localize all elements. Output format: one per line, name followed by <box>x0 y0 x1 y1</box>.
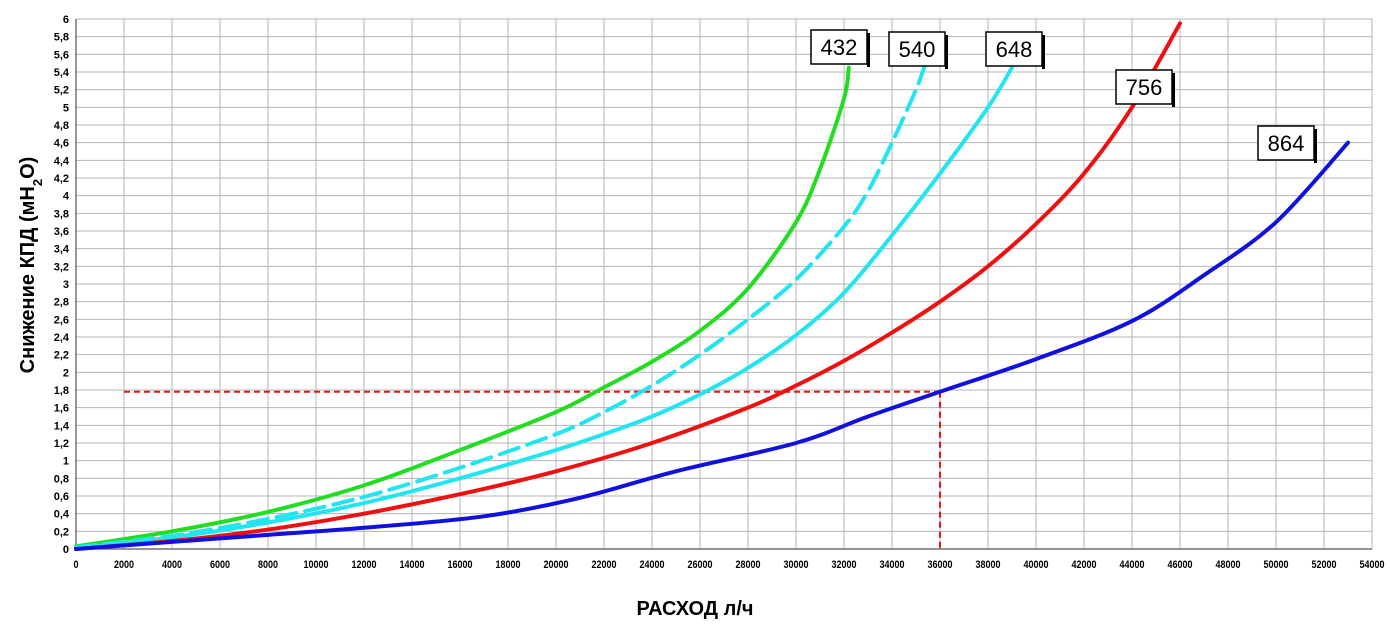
y-tick-label: 3,2 <box>54 261 69 273</box>
y-tick-label: 3 <box>63 279 69 291</box>
series-label-shadow <box>1172 73 1175 107</box>
y-tick-label: 5 <box>63 102 69 114</box>
series-label-text: 540 <box>899 37 936 62</box>
series-line-756 <box>74 21 1182 551</box>
x-tick-label: 22000 <box>591 559 616 571</box>
series-label-864: 864 <box>1257 125 1317 163</box>
series-label-text: 756 <box>1126 75 1163 100</box>
series-label-text: 648 <box>996 37 1033 62</box>
y-axis-title: Снижение КПД (мН2O) <box>17 157 45 374</box>
x-tick-label: 14000 <box>399 559 424 571</box>
x-tick-label: 28000 <box>735 559 760 571</box>
y-tick-label: 3,4 <box>54 244 70 256</box>
y-tick-label: 4,4 <box>54 155 70 167</box>
x-tick-label: 54000 <box>1359 559 1384 571</box>
y-tick-label: 4,8 <box>54 120 69 132</box>
x-tick-label: 38000 <box>975 559 1000 571</box>
x-tick-label: 2000 <box>114 559 134 571</box>
series-label-text: 864 <box>1268 131 1305 156</box>
axes <box>75 19 1372 550</box>
y-tick-label: 2,8 <box>54 297 69 309</box>
series-lines <box>74 21 1350 551</box>
y-tick-label: 0,2 <box>54 526 69 538</box>
x-axis-title: РАСХОД л/ч <box>636 598 753 620</box>
y-tick-label: 6 <box>63 14 69 26</box>
y-tick-label: 1,8 <box>54 385 69 397</box>
x-tick-label: 40000 <box>1023 559 1048 571</box>
x-tick-label: 26000 <box>687 559 712 571</box>
grid-lines <box>75 18 1373 550</box>
y-tick-labels: 0 0,2 0,4 0,6 0,8 1 1,2 1,4 1,6 1,8 2 2,2 2,4 2,6 2,8 3… <box>54 14 70 556</box>
y-tick-label: 1,2 <box>54 438 69 450</box>
y-tick-label: 1,4 <box>54 420 70 432</box>
x-tick-label: 20000 <box>543 559 568 571</box>
y-tick-label: 5,6 <box>54 49 69 61</box>
x-tick-label: 42000 <box>1071 559 1096 571</box>
y-tick-label: 5,2 <box>54 85 69 97</box>
y-tick-label: 0,6 <box>54 491 69 503</box>
series-line-864 <box>74 140 1350 551</box>
x-tick-label: 12000 <box>351 559 376 571</box>
series-label-box <box>1115 69 1173 105</box>
x-tick-label: 32000 <box>831 559 856 571</box>
x-tick-label: 34000 <box>879 559 904 571</box>
y-axis-title-end: O) <box>17 157 39 179</box>
x-tick-label: 36000 <box>927 559 952 571</box>
series-labels: 432 540 648 756 864 <box>810 29 1317 163</box>
x-tick-label: 10000 <box>303 559 328 571</box>
series-label-shadow <box>1314 129 1317 163</box>
y-tick-label: 0,8 <box>54 473 69 485</box>
x-tick-label: 24000 <box>639 559 664 571</box>
series-line-648 <box>74 65 1014 551</box>
series-line-540 <box>74 61 928 550</box>
x-tick-label: 52000 <box>1311 559 1336 571</box>
y-tick-label: 1,6 <box>54 403 69 415</box>
x-tick-label: 48000 <box>1215 559 1240 571</box>
series-label-text: 432 <box>821 35 858 60</box>
x-tick-label: 30000 <box>783 559 808 571</box>
series-label-shadow <box>867 33 870 67</box>
series-label-box <box>985 31 1043 67</box>
y-tick-label: 0,4 <box>54 509 70 521</box>
y-tick-label: 4,2 <box>54 173 69 185</box>
series-label-756: 756 <box>1115 69 1175 107</box>
y-tick-label: 2 <box>63 367 69 379</box>
x-tick-label: 46000 <box>1167 559 1192 571</box>
series-line-432 <box>74 65 851 549</box>
y-tick-label: 4,6 <box>54 138 69 150</box>
y-tick-label: 3,6 <box>54 226 69 238</box>
series-label-shadow <box>945 35 948 69</box>
y-tick-label: 2,6 <box>54 314 69 326</box>
x-tick-labels: 0 2000 4000 6000 8000 10000 12000 14000 16000 180… <box>73 559 1384 571</box>
y-tick-label: 0 <box>63 544 69 556</box>
y-axis-title-subscript: 2 <box>30 179 45 186</box>
x-tick-label: 0 <box>73 559 78 571</box>
y-tick-label: 2,4 <box>54 332 70 344</box>
x-tick-label: 18000 <box>495 559 520 571</box>
series-label-shadow <box>1042 35 1045 69</box>
y-tick-label: 4 <box>63 191 70 203</box>
y-tick-label: 1 <box>63 456 69 468</box>
y-tick-label: 5,8 <box>54 32 69 44</box>
x-tick-label: 8000 <box>258 559 278 571</box>
x-tick-label: 6000 <box>210 559 230 571</box>
x-tick-label: 50000 <box>1263 559 1288 571</box>
series-label-648: 648 <box>985 31 1045 69</box>
series-label-540: 540 <box>888 31 948 69</box>
y-tick-label: 2,2 <box>54 350 69 362</box>
y-axis-title-main: Снижение КПД (мН <box>17 186 39 373</box>
series-label-432: 432 <box>810 29 870 67</box>
x-tick-label: 16000 <box>447 559 472 571</box>
y-tick-label: 5,4 <box>54 67 70 79</box>
reading-annotation <box>124 390 941 549</box>
y-tick-label: 3,8 <box>54 208 69 220</box>
x-tick-label: 4000 <box>162 559 182 571</box>
x-tick-label: 44000 <box>1119 559 1144 571</box>
